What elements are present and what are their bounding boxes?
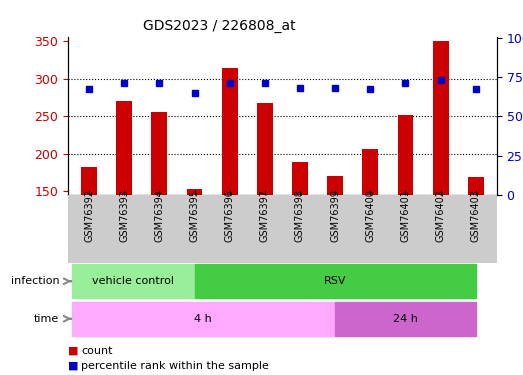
Bar bbox=[468, 177, 484, 195]
Bar bbox=[222, 68, 237, 195]
Bar bbox=[116, 101, 132, 195]
Bar bbox=[152, 112, 167, 195]
Text: 4 h: 4 h bbox=[195, 314, 212, 324]
Bar bbox=[72, 302, 335, 336]
Text: count: count bbox=[81, 346, 112, 355]
Text: ■: ■ bbox=[68, 361, 78, 370]
Bar bbox=[187, 189, 202, 195]
Bar bbox=[397, 116, 413, 195]
Text: RSV: RSV bbox=[324, 276, 346, 286]
Text: 24 h: 24 h bbox=[393, 314, 418, 324]
Bar bbox=[335, 302, 476, 336]
Bar bbox=[72, 264, 195, 298]
Bar bbox=[257, 103, 273, 195]
Text: infection: infection bbox=[11, 276, 60, 286]
Text: vehicle control: vehicle control bbox=[92, 276, 174, 286]
Bar bbox=[292, 162, 308, 195]
Text: percentile rank within the sample: percentile rank within the sample bbox=[81, 361, 269, 370]
Bar bbox=[327, 176, 343, 195]
Bar bbox=[362, 148, 378, 195]
Text: time: time bbox=[34, 314, 60, 324]
Text: GDS2023 / 226808_at: GDS2023 / 226808_at bbox=[143, 19, 296, 33]
Bar bbox=[433, 41, 449, 195]
Bar bbox=[81, 166, 97, 195]
Text: ■: ■ bbox=[68, 346, 78, 355]
Bar bbox=[195, 264, 476, 298]
